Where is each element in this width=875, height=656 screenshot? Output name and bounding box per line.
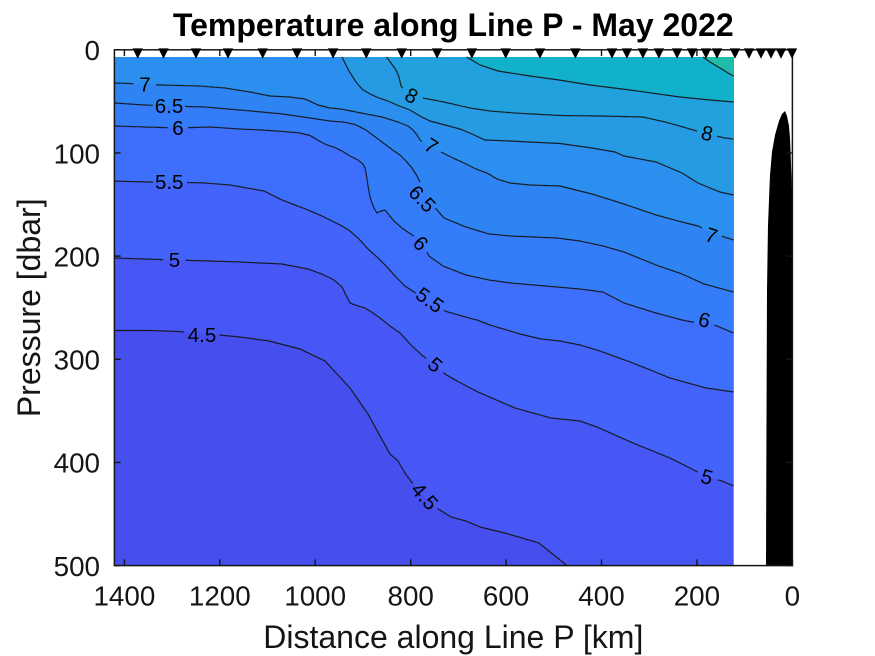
svg-text:1000: 1000 (284, 580, 346, 611)
svg-text:0: 0 (785, 580, 800, 611)
svg-text:Temperature along Line P - May: Temperature along Line P - May 2022 (173, 7, 734, 43)
svg-text:500: 500 (54, 551, 100, 582)
svg-text:300: 300 (54, 345, 100, 376)
svg-text:6.5: 6.5 (155, 95, 184, 118)
svg-text:Distance along Line P [km]: Distance along Line P [km] (263, 619, 643, 655)
svg-text:7: 7 (139, 73, 150, 96)
svg-text:5: 5 (169, 249, 180, 272)
svg-text:0: 0 (85, 35, 100, 66)
svg-text:1400: 1400 (93, 580, 155, 611)
svg-text:100: 100 (54, 138, 100, 169)
svg-text:8: 8 (699, 121, 715, 146)
svg-text:200: 200 (674, 580, 720, 611)
svg-text:1200: 1200 (189, 580, 251, 611)
svg-text:5.5: 5.5 (155, 171, 184, 194)
svg-text:400: 400 (54, 448, 100, 479)
svg-text:600: 600 (483, 580, 529, 611)
svg-text:800: 800 (388, 580, 434, 611)
svg-text:Pressure [dbar]: Pressure [dbar] (11, 198, 47, 417)
svg-text:4.5: 4.5 (188, 324, 217, 347)
svg-text:6: 6 (696, 308, 713, 333)
svg-text:6: 6 (172, 117, 183, 140)
svg-text:400: 400 (578, 580, 624, 611)
svg-text:200: 200 (54, 241, 100, 272)
